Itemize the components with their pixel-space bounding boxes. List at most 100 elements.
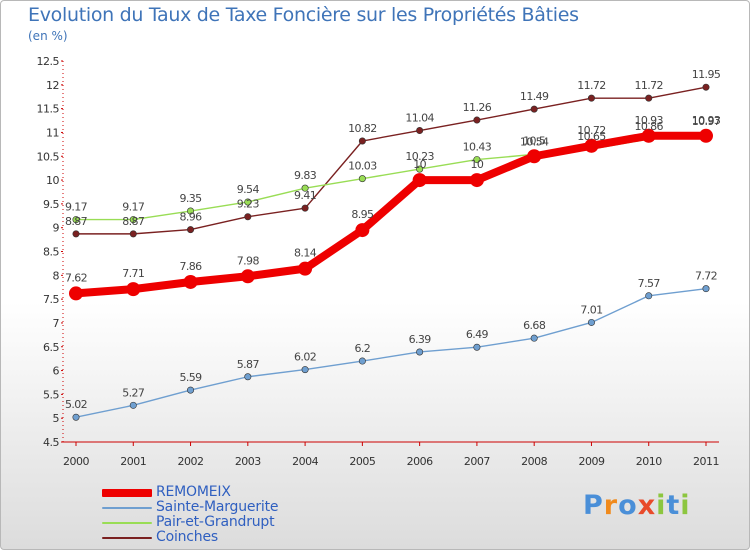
y-tick-label: 7 [53,317,60,330]
data-point-pair-et-grandrupt [358,175,366,183]
data-label-sainte-marguerite: 6.02 [294,351,316,364]
y-tick-label: 4.5 [43,436,59,449]
data-label-pair-et-grandrupt: 10.97 [692,115,721,128]
data-label-sainte-marguerite: 5.02 [65,398,87,411]
data-point-remomeix [527,149,542,164]
data-label-pair-et-grandrupt: 9.54 [237,183,260,196]
series-line-coinches [75,86,707,235]
logo-letter: o [618,490,638,521]
legend-item-remomeix: REMOMEIX [102,485,278,500]
legend-swatch-pair-et-grandrupt [102,521,152,524]
x-tick-label: 2009 [578,455,604,468]
data-point-remomeix [584,138,599,153]
data-point-sainte-marguerite [587,318,595,326]
data-point-pair-et-grandrupt [416,165,424,173]
series-line-remomeix [72,131,710,298]
data-label-sainte-marguerite: 7.72 [695,270,717,283]
data-point-coinches [702,83,710,91]
data-point-coinches [587,94,595,102]
data-label-coinches: 11.72 [634,79,663,92]
y-tick-label: 9.5 [43,198,59,211]
data-label-pair-et-grandrupt: 10.54 [520,135,549,148]
x-tick-label: 2004 [292,455,318,468]
y-tick-label: 9 [53,222,60,235]
data-label-sainte-marguerite: 5.27 [122,386,145,399]
x-tick-label: 2007 [464,455,490,468]
data-label-sainte-marguerite: 6.2 [355,342,371,355]
data-point-sainte-marguerite [72,413,80,421]
data-point-coinches [416,127,424,135]
x-tick-label: 2003 [235,455,261,468]
y-tick-label: 5.5 [43,388,59,401]
chart-title: Evolution du Taux de Taxe Foncière sur l… [28,4,579,26]
data-label-sainte-marguerite: 6.68 [523,319,546,332]
data-point-pair-et-grandrupt [129,216,137,224]
data-label-sainte-marguerite: 6.39 [409,333,432,346]
data-label-remomeix: 10 [413,158,426,171]
data-point-remomeix [355,223,370,238]
data-label-remomeix: 8.14 [294,247,317,260]
data-label-coinches: 11.04 [405,112,434,125]
data-label-sainte-marguerite: 6.49 [466,328,489,341]
data-label-sainte-marguerite: 7.01 [580,303,602,316]
legend-swatch-sainte-marguerite [102,506,152,509]
proxiti-logo: Proxiti [583,490,691,521]
data-point-sainte-marguerite [129,401,137,409]
data-point-remomeix [183,274,198,289]
legend-item-sainte-marguerite: Sainte-Marguerite [102,500,278,515]
data-label-pair-et-grandrupt: 10.86 [634,120,663,133]
data-point-remomeix [412,173,427,188]
y-tick-label: 8.5 [43,246,59,259]
data-point-coinches [530,105,538,113]
x-tick-label: 2008 [521,455,547,468]
y-tick-label: 11 [46,126,59,139]
legend: REMOMEIX Sainte-Marguerite Pair-et-Grand… [102,485,278,545]
logo-letter: i [680,490,691,521]
y-tick-label: 8 [53,269,60,282]
data-label-coinches: 8.87 [122,215,145,228]
data-label-pair-et-grandrupt: 9.17 [65,201,88,214]
y-tick-label: 6 [53,365,60,378]
data-point-sainte-marguerite [645,292,653,300]
data-label-sainte-marguerite: 5.59 [179,371,202,384]
data-point-coinches [244,213,252,221]
x-tick-label: 2010 [636,455,662,468]
x-tick-label: 2006 [407,455,433,468]
data-point-pair-et-grandrupt [473,156,481,164]
data-point-pair-et-grandrupt [72,216,80,224]
data-point-remomeix [69,286,83,301]
data-label-pair-et-grandrupt: 9.17 [122,201,145,214]
data-label-remomeix: 10.93 [692,114,721,127]
data-label-remomeix: 8.95 [351,208,374,221]
data-label-coinches: 8.96 [179,211,202,224]
data-label-pair-et-grandrupt: 10.03 [348,160,377,173]
series-line-sainte-marguerite [75,287,707,418]
data-label-sainte-marguerite: 5.87 [237,358,260,371]
series-layer [69,83,713,421]
y-tick-label: 6.5 [43,341,59,354]
data-point-coinches [473,116,481,124]
data-label-pair-et-grandrupt: 10.23 [405,150,434,163]
data-point-remomeix [699,128,713,143]
data-label-remomeix: 7.62 [65,271,87,284]
data-label-coinches: 9.41 [294,189,316,202]
x-tick-label: 2005 [349,455,375,468]
data-label-pair-et-grandrupt: 10.43 [463,141,492,154]
data-label-remomeix: 10.5 [523,134,546,147]
data-point-sainte-marguerite [187,386,195,394]
data-point-sainte-marguerite [301,366,309,374]
data-point-remomeix [126,282,141,297]
data-label-coinches: 8.87 [65,215,88,228]
data-point-remomeix [298,261,313,276]
y-tick-label: 5 [53,412,60,425]
legend-swatch-remomeix [102,488,152,497]
logo-letter: P [583,490,604,521]
data-point-pair-et-grandrupt [187,207,195,215]
data-point-sainte-marguerite [530,334,538,342]
data-label-remomeix: 7.71 [122,267,144,280]
data-point-coinches [187,226,195,234]
data-label-remomeix: 7.98 [237,254,260,267]
data-point-coinches [72,230,80,238]
